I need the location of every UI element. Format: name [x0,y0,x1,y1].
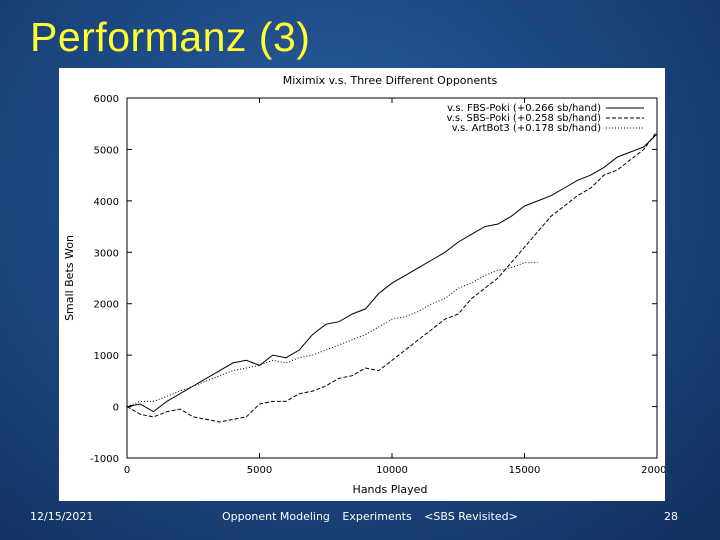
chart-title: Miximix v.s. Three Different Opponents [283,74,498,87]
series-line [126,262,538,408]
y-tick-label: 5000 [94,145,119,156]
legend-label: v.s. SBS-Poki (+0.258 sb/hand) [447,113,602,124]
footer-item: Opponent Modeling [222,510,330,523]
chart-panel: Miximix v.s. Three Different Opponents 0… [59,68,665,501]
slide-title: Performanz (3) [30,14,311,60]
footer-item: Experiments [342,510,412,523]
x-tick-label: 10000 [376,465,408,476]
y-tick-label: 2000 [94,300,119,311]
y-axis-label: Small Bets Won [63,235,76,321]
y-tick-label: 3000 [94,248,119,259]
y-tick-label: 1000 [94,351,119,362]
x-tick-label: 20000 [641,465,665,476]
chart-axes [126,97,658,459]
x-axis-label: Hands Played [353,483,428,496]
y-tick-label: 0 [113,403,119,414]
series-line [126,133,658,413]
x-tick-label: 0 [124,465,130,476]
y-axis-ticks: -1000 0 1000 2000 3000 4000 5000 6000 [90,94,657,465]
series-layer [126,131,658,423]
y-tick-label: 6000 [94,94,119,105]
y-tick-label: -1000 [90,454,119,465]
footer-text: Opponent Modeling Experiments <SBS Revis… [222,510,527,523]
x-tick-label: 15000 [509,465,541,476]
plot-frame [126,97,658,459]
legend-label: v.s. FBS-Poki (+0.266 sb/hand) [447,103,601,114]
footer-date: 12/15/2021 [30,510,94,523]
y-tick-label: 4000 [94,197,119,208]
x-tick-label: 5000 [247,465,272,476]
legend-label: v.s. ArtBot3 (+0.178 sb/hand) [452,123,601,134]
legend: v.s. FBS-Poki (+0.266 sb/hand)v.s. SBS-P… [447,103,644,134]
x-axis-ticks: 0 5000 10000 15000 20000 [124,98,665,476]
page-number: 28 [664,510,678,523]
series-line [126,131,658,423]
line-chart: Miximix v.s. Three Different Opponents 0… [63,74,665,496]
footer-item: <SBS Revisited> [424,510,518,523]
